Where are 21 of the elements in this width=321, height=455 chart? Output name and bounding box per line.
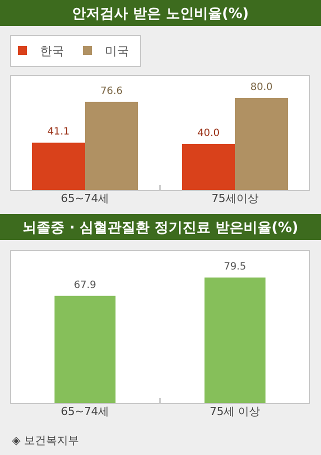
data-label: 79.5 xyxy=(224,262,246,273)
title-bar: 안저검사 받은 노인비율(%) xyxy=(0,0,321,26)
data-label: 76.6 xyxy=(100,86,123,97)
bar xyxy=(32,142,85,190)
data-label: 80.0 xyxy=(250,82,273,93)
data-label: 67.9 xyxy=(74,280,96,291)
title-bar: 뇌졸중 · 심혈관질환 정기진료 받은비율(%) xyxy=(0,214,321,240)
bar xyxy=(182,144,235,190)
x-tick-label: 75세이상 xyxy=(212,192,258,205)
bar xyxy=(85,102,138,190)
chart-title: 뇌졸중 · 심혈관질환 정기진료 받은비율(%) xyxy=(22,220,298,236)
data-label: 40.0 xyxy=(197,128,220,139)
x-tick-label: 75세 이상 xyxy=(210,405,260,418)
x-tick-label: 65~74세 xyxy=(60,405,110,418)
chart-title: 안저검사 받은 노인비율(%) xyxy=(72,6,249,22)
bar xyxy=(235,98,288,190)
text: ◈ 보건복지부 xyxy=(12,434,79,447)
legend-label: 한국 xyxy=(40,44,64,58)
x-tick-label: 65~74세 xyxy=(60,192,110,205)
legend-label: 미국 xyxy=(105,44,129,58)
data-label: 41.1 xyxy=(47,126,70,138)
